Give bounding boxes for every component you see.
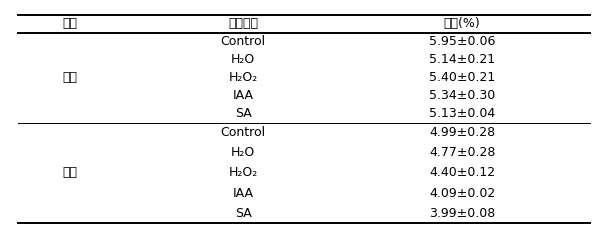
Text: SA: SA bbox=[235, 107, 252, 120]
Text: 5.14±0.21: 5.14±0.21 bbox=[429, 53, 495, 66]
Text: 5.40±0.21: 5.40±0.21 bbox=[429, 71, 495, 84]
Text: 4.40±0.12: 4.40±0.12 bbox=[429, 166, 495, 179]
Text: 수율(%): 수율(%) bbox=[444, 17, 480, 30]
Text: 3.99±0.08: 3.99±0.08 bbox=[429, 207, 495, 220]
Text: H₂O₂: H₂O₂ bbox=[229, 71, 258, 84]
Text: SA: SA bbox=[235, 207, 252, 220]
Text: 소담: 소담 bbox=[63, 166, 77, 179]
Text: H₂O: H₂O bbox=[231, 53, 255, 66]
Text: 발아처리: 발아처리 bbox=[228, 17, 258, 30]
Text: IAA: IAA bbox=[233, 187, 254, 199]
Text: 품종: 품종 bbox=[63, 17, 77, 30]
Text: Control: Control bbox=[221, 35, 266, 48]
Text: 다유: 다유 bbox=[63, 71, 77, 84]
Text: H₂O₂: H₂O₂ bbox=[229, 166, 258, 179]
Text: Control: Control bbox=[221, 126, 266, 139]
Text: 4.09±0.02: 4.09±0.02 bbox=[429, 187, 495, 199]
Text: 5.34±0.30: 5.34±0.30 bbox=[429, 89, 495, 102]
Text: 5.13±0.04: 5.13±0.04 bbox=[429, 107, 495, 120]
Text: IAA: IAA bbox=[233, 89, 254, 102]
Text: 4.99±0.28: 4.99±0.28 bbox=[429, 126, 495, 139]
Text: 5.95±0.06: 5.95±0.06 bbox=[429, 35, 496, 48]
Text: 4.77±0.28: 4.77±0.28 bbox=[429, 146, 496, 159]
Text: H₂O: H₂O bbox=[231, 146, 255, 159]
